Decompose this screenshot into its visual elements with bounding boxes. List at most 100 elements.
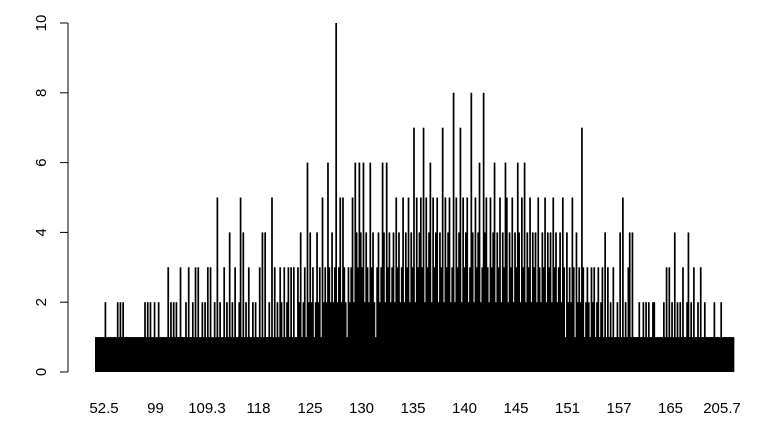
bar	[191, 302, 194, 372]
bar	[340, 302, 343, 372]
bar	[125, 337, 127, 372]
bar	[500, 302, 503, 372]
bar	[235, 337, 238, 372]
bar	[518, 232, 520, 372]
bar	[713, 302, 716, 372]
bar	[407, 197, 410, 372]
bar	[592, 302, 594, 372]
bar	[373, 302, 376, 372]
bar	[290, 267, 292, 372]
bar	[647, 302, 650, 372]
bar	[617, 337, 620, 372]
bar	[613, 337, 616, 372]
bar	[436, 197, 439, 372]
bar	[280, 302, 283, 372]
bar	[600, 302, 602, 372]
bar	[693, 267, 695, 372]
bar	[454, 302, 456, 372]
bar	[683, 337, 686, 372]
bar	[232, 337, 235, 372]
bar	[615, 337, 617, 372]
bar	[392, 232, 395, 372]
bar	[217, 337, 220, 372]
x-tick-label: 52.5	[89, 400, 118, 417]
bar	[357, 267, 359, 372]
bar	[708, 337, 710, 372]
bar	[626, 337, 628, 372]
bar	[95, 337, 97, 372]
bar	[575, 232, 578, 372]
bar	[583, 337, 586, 372]
bar	[441, 127, 444, 372]
bar	[346, 337, 348, 372]
bar	[663, 302, 665, 372]
bar	[467, 302, 470, 372]
bar	[650, 337, 653, 372]
bar	[642, 302, 645, 372]
bar	[122, 302, 125, 372]
bar	[456, 267, 459, 372]
bar	[680, 337, 683, 372]
bar	[661, 337, 664, 372]
bar	[656, 337, 658, 372]
bar	[578, 267, 581, 372]
bar	[570, 302, 572, 372]
x-tick-label: 140	[452, 400, 477, 417]
bar	[493, 162, 496, 372]
bar	[489, 197, 492, 372]
bar	[398, 232, 400, 372]
bar	[657, 337, 660, 372]
bar	[103, 337, 105, 372]
bar	[320, 337, 323, 372]
bar	[596, 302, 598, 372]
bar	[291, 337, 294, 372]
bar	[170, 302, 172, 372]
bar	[111, 337, 114, 372]
bar	[150, 337, 153, 372]
bar	[176, 337, 179, 372]
bar	[310, 302, 313, 372]
bar	[717, 337, 720, 372]
bar	[403, 302, 406, 372]
bar	[316, 232, 318, 372]
bar	[156, 337, 159, 372]
bar	[414, 302, 417, 372]
bar	[678, 337, 680, 372]
bar	[541, 232, 544, 372]
bar	[477, 232, 480, 372]
bar	[437, 302, 440, 372]
bar	[127, 337, 130, 372]
bar	[485, 197, 488, 372]
bar	[424, 302, 426, 372]
bar	[354, 162, 357, 372]
bar	[434, 232, 437, 372]
bar	[447, 232, 449, 372]
bar	[144, 302, 146, 372]
bar	[129, 337, 131, 372]
bar	[527, 267, 530, 372]
bar	[298, 302, 301, 372]
bar	[422, 127, 425, 372]
bar	[720, 302, 723, 372]
bar	[415, 197, 418, 372]
bar	[590, 267, 593, 372]
bar	[332, 302, 335, 372]
bar	[171, 337, 174, 372]
bar	[358, 162, 361, 372]
bar	[395, 197, 398, 372]
x-tick-label: 109.3	[188, 400, 226, 417]
bar	[237, 337, 239, 372]
bar	[444, 197, 447, 372]
bar	[243, 337, 246, 372]
bar	[384, 302, 387, 372]
bar	[396, 267, 399, 372]
bar	[413, 127, 415, 372]
bar	[473, 302, 475, 372]
bar	[185, 302, 187, 372]
y-tick-label: 4	[33, 228, 50, 236]
y-tick-label: 10	[33, 15, 50, 32]
bar	[469, 267, 471, 372]
bar	[630, 337, 632, 372]
bar	[505, 197, 508, 372]
bar	[100, 337, 103, 372]
